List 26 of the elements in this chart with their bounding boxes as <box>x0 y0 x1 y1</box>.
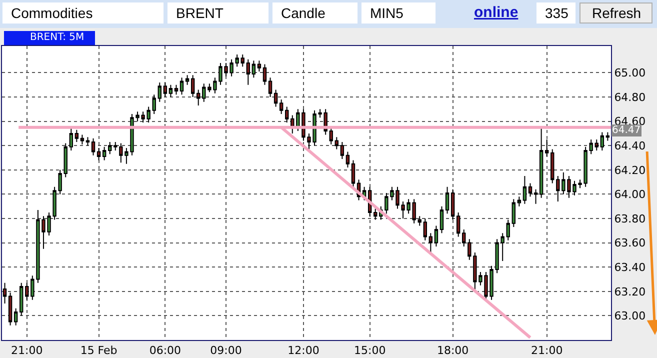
x-tick-label: 06:00 <box>149 344 182 358</box>
text: Refresh <box>592 5 642 21</box>
x-tick-label: 21:00 <box>11 344 43 358</box>
y-tick-label: 64.00 <box>614 188 646 202</box>
y-tick-label: 64.40 <box>614 139 646 152</box>
y-tick-label: 63.00 <box>614 310 646 323</box>
text: Candle <box>281 5 326 21</box>
y-tick-label: 64.20 <box>614 164 646 177</box>
chart-title: BRENT: 5M <box>30 32 84 43</box>
text: BRENT <box>176 5 224 21</box>
y-tick-label: 63.60 <box>614 236 646 250</box>
text: MIN5 <box>370 5 404 21</box>
y-tick-label: 65.00 <box>614 66 646 80</box>
x-tick-label: 18:00 <box>436 344 469 358</box>
text: 335 <box>545 5 569 21</box>
y-tick-label: 63.40 <box>614 260 646 274</box>
x-tick-label: 21:00 <box>530 344 563 358</box>
y-tick-label: 63.20 <box>614 285 646 298</box>
x-tick-label: 15 Feb <box>80 344 118 358</box>
x-tick-label: 15:00 <box>354 344 386 358</box>
x-tick-label: 09:00 <box>210 344 242 358</box>
x-tick-label: 12:00 <box>288 344 320 358</box>
text: Commodities <box>11 5 93 21</box>
y-tick-label: 64.80 <box>614 90 646 104</box>
y-tick-label: 63.80 <box>614 212 646 226</box>
text: online <box>474 4 518 21</box>
